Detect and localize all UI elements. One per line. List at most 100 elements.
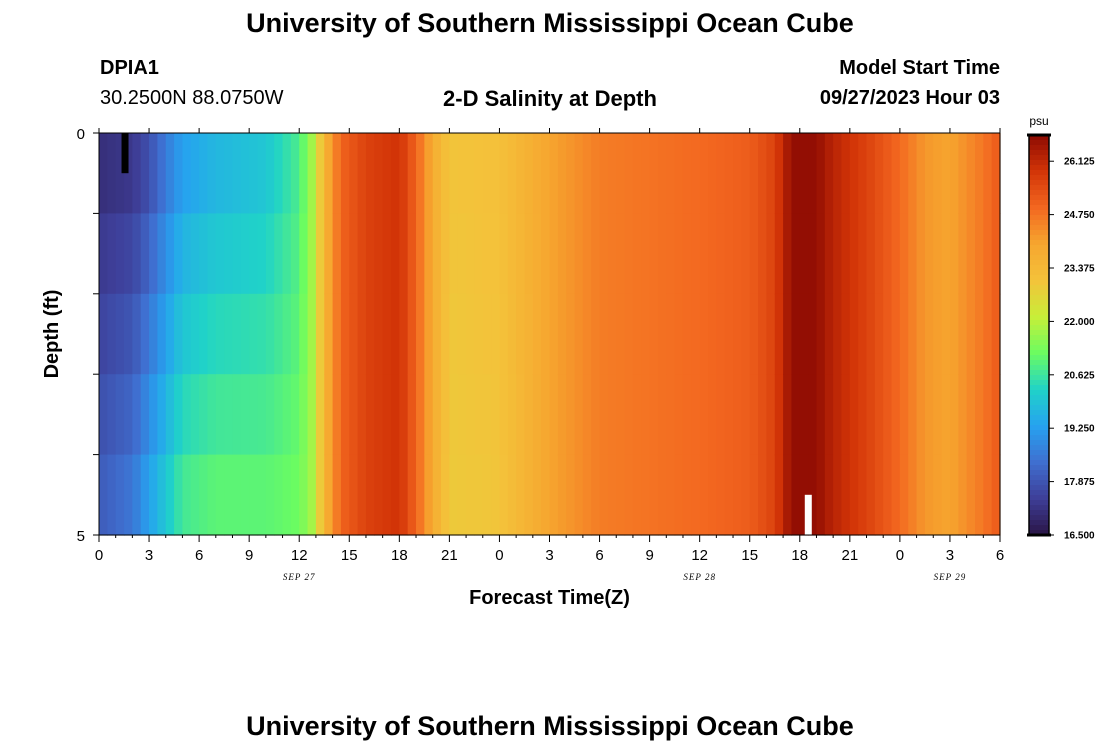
heatmap-cell	[991, 374, 1001, 456]
heatmap-cell	[482, 133, 492, 214]
heatmap-cell	[624, 133, 634, 214]
heatmap-cell	[632, 213, 642, 295]
heatmap-cell	[783, 374, 793, 456]
heatmap-cell	[899, 454, 909, 536]
heatmap-cell	[624, 374, 634, 456]
colorbar-segment	[1029, 460, 1049, 466]
heatmap-cell	[474, 133, 484, 214]
heatmap-cell	[916, 293, 926, 375]
heatmap-cell	[566, 374, 576, 456]
colorbar-segment	[1029, 465, 1049, 471]
heatmap-cell	[799, 213, 809, 295]
heatmap-cell	[891, 454, 901, 536]
colorbar-segment	[1029, 340, 1049, 346]
colorbar-segment	[1029, 195, 1049, 201]
heatmap-cell	[582, 133, 592, 214]
heatmap-cell	[841, 293, 851, 375]
colorbar-segment	[1029, 445, 1049, 451]
heatmap-cell	[741, 374, 751, 456]
heatmap-cell	[841, 213, 851, 295]
heatmap-cell	[399, 374, 409, 456]
heatmap-cell	[207, 293, 217, 375]
heatmap-cell	[666, 374, 676, 456]
heatmap-cell	[733, 133, 742, 214]
heatmap-cell	[708, 374, 717, 456]
heatmap-cell	[441, 133, 450, 214]
heatmap-cell	[190, 213, 200, 295]
heatmap-cell	[741, 133, 751, 214]
heatmap-cell	[199, 293, 209, 375]
heatmap-cell	[499, 213, 509, 295]
heatmap-cell	[883, 374, 893, 456]
heatmap-cell	[674, 133, 684, 214]
heatmap-cell	[449, 374, 459, 456]
heatmap-cell	[649, 213, 659, 295]
heatmap-cell	[924, 213, 934, 295]
heatmap-cell	[883, 293, 893, 375]
heatmap-cell	[290, 213, 300, 295]
heatmap-cell	[691, 293, 701, 375]
heatmap-cell	[983, 454, 993, 536]
colorbar-segment	[1029, 175, 1049, 181]
colorbar-segment	[1029, 395, 1049, 401]
heatmap-cell	[491, 293, 501, 375]
heatmap-cell	[549, 293, 559, 375]
heatmap-cell	[783, 133, 793, 214]
heatmap-cell	[249, 133, 259, 214]
heatmap-cell	[974, 454, 984, 536]
colorbar-segment	[1029, 260, 1049, 266]
heatmap-cell	[357, 293, 367, 375]
colorbar-segment	[1029, 140, 1049, 146]
heatmap-cell	[599, 374, 609, 456]
heatmap-cell	[674, 374, 684, 456]
colorbar-tick-label: 16.500	[1064, 531, 1095, 542]
colorbar-segment	[1029, 490, 1049, 496]
heatmap-cell	[482, 454, 492, 536]
heatmap-cell	[607, 454, 617, 536]
heatmap-cell	[315, 293, 325, 375]
heatmap-cell	[115, 213, 125, 295]
heatmap-cell	[299, 213, 309, 295]
heatmap-cell	[441, 293, 450, 375]
heatmap-cell	[491, 133, 501, 214]
heatmap-cell	[699, 133, 709, 214]
heatmap-cell	[399, 293, 409, 375]
heatmap-cell	[374, 454, 384, 536]
heatmap-cell	[566, 293, 576, 375]
heatmap-cell	[307, 454, 317, 536]
heatmap-cell	[833, 293, 843, 375]
heatmap-cell	[249, 374, 259, 456]
heatmap-cell	[866, 454, 876, 536]
heatmap-cell	[290, 133, 300, 214]
heatmap-cell	[390, 293, 400, 375]
heatmap-cell	[958, 213, 968, 295]
heatmap-cell	[332, 374, 342, 456]
heatmap-cell	[324, 454, 334, 536]
colorbar-segment	[1029, 440, 1049, 446]
heatmap-cell	[432, 374, 442, 456]
heatmap-cell	[474, 293, 484, 375]
heatmap-cell	[607, 293, 617, 375]
heatmap-cell	[507, 454, 517, 536]
heatmap-cell	[816, 293, 826, 375]
heatmap-cell	[215, 133, 225, 214]
heatmap-cell	[466, 133, 476, 214]
heatmap-cell	[482, 293, 492, 375]
footer-title: University of Southern Mississippi Ocean…	[246, 711, 854, 741]
heatmap-cell	[224, 293, 234, 375]
x-tick-label: 12	[291, 547, 308, 564]
heatmap-cell	[416, 374, 425, 456]
colorbar-segment	[1029, 485, 1049, 491]
heatmap-cell	[691, 454, 701, 536]
x-tick-label: 0	[896, 547, 904, 564]
heatmap-cell	[933, 293, 943, 375]
heatmap-cell	[124, 374, 133, 456]
heatmap-cell	[783, 293, 793, 375]
colorbar-segment	[1029, 515, 1049, 521]
heatmap-cell	[324, 133, 334, 214]
heatmap-cell	[516, 374, 526, 456]
heatmap-cell	[883, 454, 893, 536]
heatmap-cell	[933, 133, 943, 214]
heatmap-cell	[749, 454, 759, 536]
heatmap-cell	[824, 133, 834, 214]
